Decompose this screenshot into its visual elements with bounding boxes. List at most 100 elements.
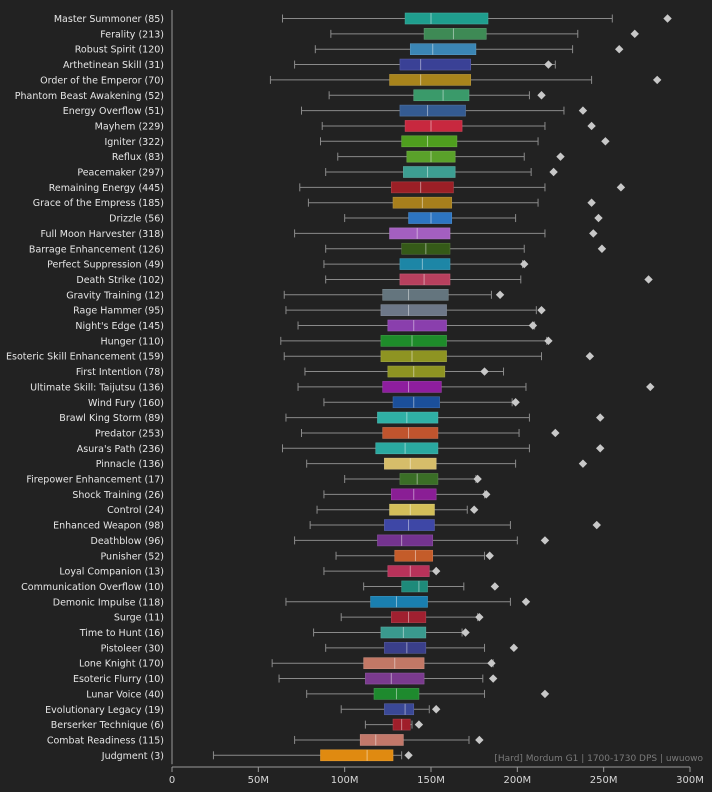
row-8: Igniter (322) bbox=[104, 135, 610, 148]
iqr-box bbox=[399, 58, 472, 71]
iqr-box bbox=[390, 181, 454, 194]
row-33: Enhanced Weapon (98) bbox=[53, 519, 601, 532]
iqr-box bbox=[399, 104, 466, 117]
category-label: Firepower Enhancement (17) bbox=[26, 475, 164, 486]
row-40: Time to Hunt (16) bbox=[79, 626, 470, 639]
iqr-box bbox=[387, 319, 447, 332]
outlier-marker bbox=[475, 612, 484, 622]
row-6: Energy Overflow (51) bbox=[63, 104, 588, 117]
outlier-marker bbox=[431, 566, 441, 576]
category-label: Esoteric Flurry (10) bbox=[73, 674, 164, 685]
category-label: Hunger (110) bbox=[100, 336, 164, 347]
category-label: Remaining Energy (445) bbox=[49, 183, 164, 194]
outlier-marker bbox=[663, 14, 672, 23]
category-label: Night's Edge (145) bbox=[75, 321, 164, 332]
category-label: Punisher (52) bbox=[101, 551, 165, 562]
row-15: Barrage Enhancement (126) bbox=[29, 242, 607, 255]
row-34: Deathblow (96) bbox=[91, 534, 550, 547]
row-18: Gravity Training (12) bbox=[66, 288, 505, 301]
category-label: Rage Hammer (95) bbox=[73, 306, 164, 317]
outlier-marker bbox=[615, 45, 624, 54]
iqr-box bbox=[399, 273, 451, 286]
x-tick-label: 300M bbox=[676, 775, 704, 786]
row-19: Rage Hammer (95) bbox=[73, 304, 546, 317]
row-41: Pistoleer (30) bbox=[101, 642, 519, 654]
outlier-marker bbox=[544, 336, 553, 346]
outlier-marker bbox=[487, 659, 496, 668]
outlier-marker bbox=[540, 536, 550, 545]
outlier-marker bbox=[630, 29, 639, 39]
category-label: Reflux (83) bbox=[112, 152, 164, 163]
row-35: Punisher (52) bbox=[101, 549, 494, 562]
outlier-marker bbox=[540, 689, 550, 699]
outlier-marker bbox=[461, 628, 470, 637]
iqr-box bbox=[377, 534, 434, 547]
outlier-marker bbox=[597, 244, 607, 253]
x-tick-label: 100M bbox=[331, 775, 359, 786]
row-20: Night's Edge (145) bbox=[75, 319, 538, 332]
iqr-box bbox=[389, 74, 472, 86]
outlier-marker bbox=[578, 459, 588, 468]
iqr-box bbox=[382, 381, 442, 393]
x-tick-label: 0 bbox=[169, 775, 175, 786]
category-label: Master Summoner (85) bbox=[54, 14, 164, 25]
category-label: Control (24) bbox=[107, 505, 164, 516]
row-43: Esoteric Flurry (10) bbox=[73, 672, 498, 685]
outlier-marker bbox=[488, 674, 498, 683]
category-label: Arthetinean Skill (31) bbox=[63, 60, 164, 71]
category-label: Esoteric Skill Enhancement (159) bbox=[6, 352, 164, 363]
outlier-marker bbox=[578, 106, 588, 115]
row-25: Wind Fury (160) bbox=[88, 396, 520, 409]
row-22: Esoteric Skill Enhancement (159) bbox=[6, 350, 595, 363]
row-42: Lone Knight (170) bbox=[79, 657, 496, 670]
outlier-marker bbox=[537, 305, 546, 315]
category-label: Loyal Companion (13) bbox=[59, 567, 164, 578]
row-29: Pinnacle (136) bbox=[96, 457, 588, 470]
outlier-marker bbox=[520, 259, 529, 269]
row-14: Full Moon Harvester (318) bbox=[41, 227, 598, 240]
category-label: Lone Knight (170) bbox=[79, 659, 164, 670]
row-11: Remaining Energy (445) bbox=[49, 181, 626, 194]
iqr-box bbox=[387, 365, 446, 378]
iqr-box bbox=[363, 657, 425, 670]
category-label: Drizzle (56) bbox=[109, 214, 164, 225]
iqr-box bbox=[404, 12, 489, 25]
outlier-marker bbox=[587, 121, 596, 131]
outlier-marker bbox=[495, 290, 505, 299]
category-label: First Intention (78) bbox=[76, 367, 164, 378]
row-27: Predator (253) bbox=[95, 427, 560, 439]
category-label: Ferality (213) bbox=[100, 29, 164, 40]
outlier-marker bbox=[596, 444, 605, 453]
chart-footer: [Hard] Mordum G1 | 1700-1730 DPS | uwuow… bbox=[494, 754, 703, 764]
category-label: Death Strike (102) bbox=[76, 275, 164, 286]
row-5: Phantom Beast Awakening (52) bbox=[15, 89, 546, 102]
category-label: Robust Spirit (120) bbox=[75, 45, 164, 56]
outlier-marker bbox=[594, 213, 603, 223]
iqr-box bbox=[392, 396, 440, 409]
iqr-box bbox=[409, 43, 477, 56]
row-48: Judgment (3) bbox=[101, 749, 413, 762]
x-tick-label: 250M bbox=[590, 775, 618, 786]
iqr-box bbox=[399, 258, 451, 270]
x-axis: 0 50M 100M 150M 200M 250M 300M bbox=[169, 10, 704, 786]
category-label: Order of the Emperor (70) bbox=[40, 75, 164, 86]
iqr-box bbox=[382, 427, 439, 439]
iqr-box bbox=[384, 519, 435, 531]
iqr-box bbox=[380, 335, 447, 347]
row-24: Ultimate Skill: Taijutsu (136) bbox=[30, 381, 655, 393]
category-label: Ultimate Skill: Taijutsu (136) bbox=[30, 382, 164, 393]
category-label: Judgment (3) bbox=[101, 751, 164, 762]
x-tick-label: 200M bbox=[503, 775, 531, 786]
row-44: Lunar Voice (40) bbox=[86, 688, 550, 700]
row-7: Mayhem (229) bbox=[95, 120, 596, 132]
row-26: Brawl King Storm (89) bbox=[59, 411, 605, 424]
row-3: Arthetinean Skill (31) bbox=[63, 58, 556, 71]
iqr-box bbox=[380, 350, 447, 363]
outlier-marker bbox=[556, 152, 565, 161]
outlier-marker bbox=[646, 382, 655, 392]
iqr-box bbox=[375, 442, 439, 455]
row-30: Firepower Enhancement (17) bbox=[26, 473, 482, 486]
outlier-marker bbox=[469, 505, 479, 514]
